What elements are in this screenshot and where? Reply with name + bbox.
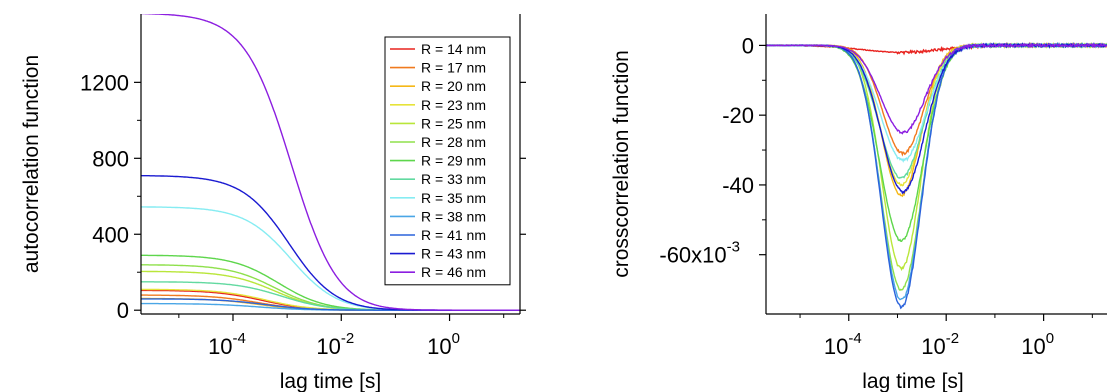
y-tick-label: -20 — [722, 103, 754, 128]
x-tick-base: 10 — [316, 334, 340, 359]
y-tick-label: 0 — [117, 298, 129, 323]
x-tick-exponent: -2 — [341, 330, 354, 347]
legend-label: R = 17 nm — [421, 60, 486, 76]
x-axis-label: lag time [s] — [862, 370, 964, 392]
y-tick-text: -20 — [722, 103, 754, 128]
legend-label: R = 35 nm — [421, 190, 486, 206]
x-tick-exponent: -2 — [946, 330, 959, 347]
legend-label: R = 43 nm — [421, 246, 486, 262]
x-tick-exponent: -4 — [848, 330, 861, 347]
x-tick-label: 10-4 — [208, 330, 246, 359]
legend-label: R = 25 nm — [421, 115, 486, 131]
y-tick-label: 400 — [92, 222, 129, 247]
y-tick-text: -60x10 — [659, 243, 726, 268]
y-tick-text: -40 — [722, 173, 754, 198]
y-tick-label: -60x10-3 — [659, 239, 740, 268]
x-tick-base: 10 — [921, 334, 945, 359]
legend-label: R = 14 nm — [421, 41, 486, 57]
legend-label: R = 29 nm — [421, 153, 486, 169]
y-tick-label: 1200 — [80, 70, 129, 95]
x-tick-label: 10-4 — [824, 330, 862, 359]
series-line — [766, 41, 1107, 187]
legend-label: R = 28 nm — [421, 134, 486, 150]
series-line — [141, 14, 520, 311]
series-line — [766, 42, 1107, 198]
x-tick-base: 10 — [1021, 334, 1045, 359]
y-tick-exponent: -3 — [727, 239, 740, 256]
series-group — [141, 14, 520, 311]
y-tick-text: 1200 — [80, 70, 129, 95]
series-line — [766, 41, 1107, 135]
legend-label: R = 20 nm — [421, 78, 486, 94]
y-tick-text: 0 — [742, 33, 754, 58]
legend-label: R = 41 nm — [421, 227, 486, 243]
x-tick-label: 10-2 — [316, 330, 354, 359]
series-line — [766, 42, 1107, 195]
x-tick-label: 10-2 — [921, 330, 959, 359]
legend-label: R = 46 nm — [421, 264, 486, 280]
series-group — [766, 41, 1107, 310]
y-tick-text: 400 — [92, 222, 129, 247]
y-axis-label: crosscorrelation function — [610, 50, 633, 278]
x-tick-label: 100 — [427, 330, 460, 359]
x-tick-base: 10 — [427, 334, 451, 359]
y-tick-label: -40 — [722, 173, 754, 198]
legend-label: R = 23 nm — [421, 97, 486, 113]
legend: R = 14 nm R = 17 nm R = 20 nm R = 23 nm R = … — [384, 36, 511, 286]
y-tick-text: 800 — [92, 146, 129, 171]
y-tick-label: 0 — [742, 33, 754, 58]
x-tick-exponent: 0 — [1046, 330, 1054, 347]
legend-label: R = 38 nm — [421, 208, 486, 224]
y-tick-text: 0 — [117, 298, 129, 323]
x-tick-label: 100 — [1021, 330, 1054, 359]
y-axis-label: autocorrelation function — [20, 55, 43, 273]
legend-label: R = 33 nm — [421, 171, 486, 187]
x-axis-label: lag time [s] — [280, 370, 382, 392]
x-tick-exponent: 0 — [452, 330, 460, 347]
x-tick-base: 10 — [208, 334, 232, 359]
x-tick-exponent: -4 — [233, 330, 246, 347]
y-tick-label: 800 — [92, 146, 129, 171]
x-tick-base: 10 — [824, 334, 848, 359]
series-line — [766, 42, 1107, 179]
